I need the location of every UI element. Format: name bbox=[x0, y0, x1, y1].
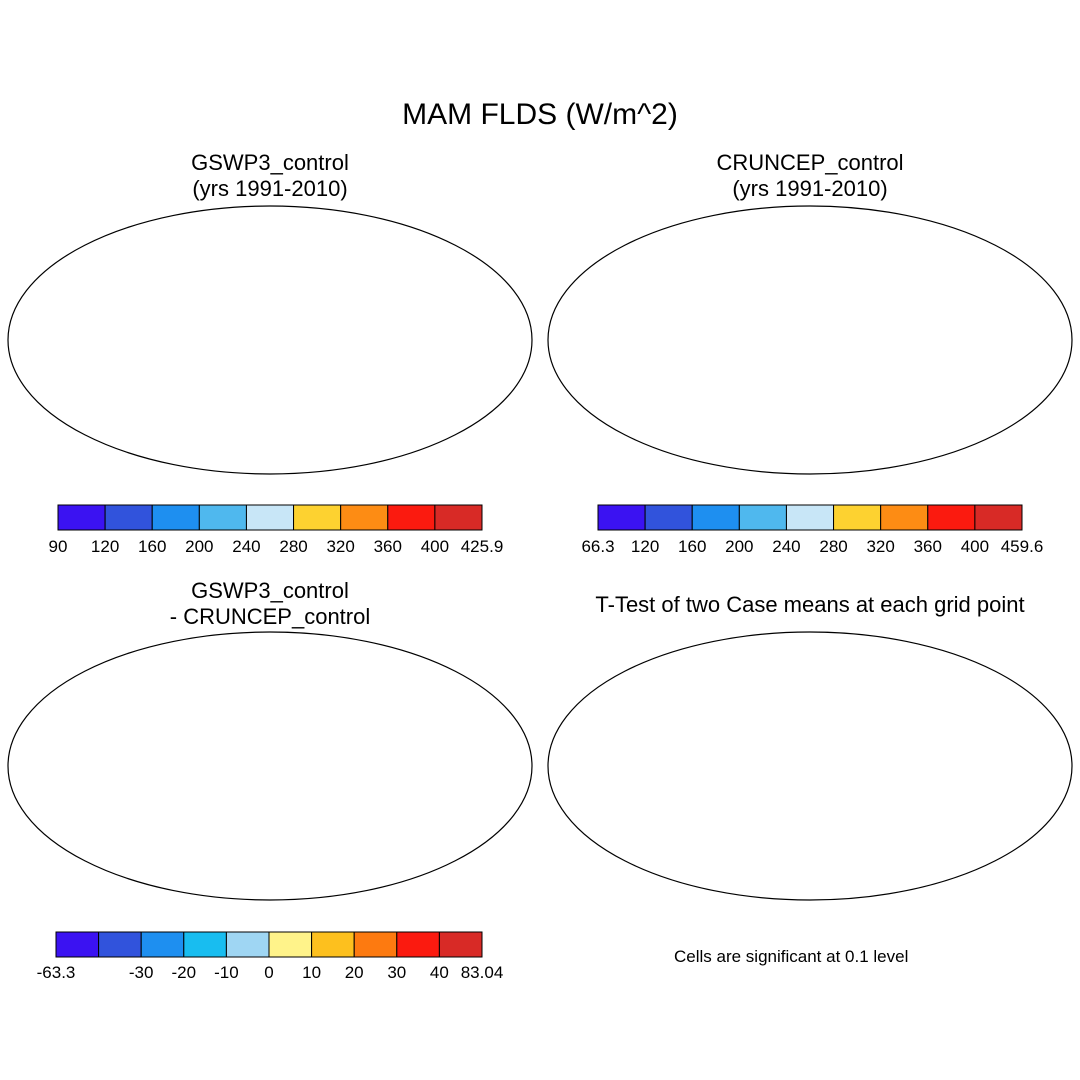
map-border bbox=[547, 631, 1073, 901]
map-gswp3 bbox=[8, 206, 532, 474]
panel-title-diff: GSWP3_control - CRUNCEP_control bbox=[70, 578, 470, 630]
colorbar-swatch bbox=[644, 504, 693, 531]
colorbar-swatch bbox=[55, 931, 100, 958]
colorbar-tick-label: 200 bbox=[725, 537, 754, 556]
panel-title-line2: (yrs 1991-2010) bbox=[192, 176, 348, 201]
colorbar-swatch bbox=[98, 931, 142, 958]
colorbar-swatch bbox=[597, 504, 646, 531]
map-diff bbox=[30, 634, 515, 900]
colorbar-tick-label: 30 bbox=[387, 963, 407, 982]
colorbar-tick-label: 400 bbox=[960, 537, 990, 556]
colorbar-tick-label: 320 bbox=[326, 537, 355, 556]
map-border bbox=[7, 631, 533, 901]
significance-note: Cells are significant at 0.1 level bbox=[674, 947, 909, 966]
colorbar-tick-label: 425.9 bbox=[460, 537, 504, 556]
colorbar-tick-label: 280 bbox=[819, 537, 848, 556]
panel-title-line2: (yrs 1991-2010) bbox=[732, 176, 888, 201]
colorbar-swatch bbox=[691, 504, 740, 531]
colorbar-swatch bbox=[268, 931, 313, 958]
colorbar-swatch bbox=[198, 504, 247, 531]
colorbar-tick-label: 240 bbox=[232, 537, 261, 556]
colorbar-tick-label: -30 bbox=[128, 963, 154, 982]
colorbar-swatch bbox=[438, 931, 483, 958]
colorbar-tick-label: 120 bbox=[630, 537, 660, 556]
colorbar-tick-label: 90 bbox=[48, 537, 68, 556]
colorbar-tick-label: 10 bbox=[302, 963, 322, 982]
colorbar-tick-label: -63.3 bbox=[36, 963, 76, 982]
colorbar-tick-label: 0 bbox=[264, 963, 274, 982]
colorbar-tick-label: 40 bbox=[429, 963, 449, 982]
panel-title-line1: T-Test of two Case means at each grid po… bbox=[595, 592, 1025, 617]
colorbar-swatch bbox=[387, 504, 436, 531]
panel-title-gswp3: GSWP3_control (yrs 1991-2010) bbox=[70, 150, 470, 202]
colorbar-tick-label: 160 bbox=[678, 537, 707, 556]
panel-title-line2: - CRUNCEP_control bbox=[169, 604, 371, 629]
colorbar-tick-label: 20 bbox=[344, 963, 364, 982]
figure-title: MAM FLDS (W/m^2) bbox=[402, 98, 678, 131]
colorbar-tick-label: 160 bbox=[138, 537, 167, 556]
colorbar-tick-label: 200 bbox=[185, 537, 214, 556]
colorbar-swatch bbox=[353, 931, 398, 958]
colorbar-tick-label: 360 bbox=[913, 537, 942, 556]
colorbar-tick-label: 66.3 bbox=[581, 537, 615, 556]
colorbar-gswp3 bbox=[57, 504, 483, 531]
colorbar-tick-label: 400 bbox=[420, 537, 450, 556]
colorbar-tick-label: -20 bbox=[171, 963, 197, 982]
colorbar-tick-label: 459.6 bbox=[1000, 537, 1044, 556]
colorbar-swatch bbox=[183, 931, 227, 958]
colorbar-cruncep bbox=[597, 504, 1023, 531]
map-ttest bbox=[570, 634, 1055, 900]
colorbar-swatch bbox=[785, 504, 835, 531]
colorbar-swatch bbox=[151, 504, 200, 531]
colorbar-tick-label: 360 bbox=[373, 537, 402, 556]
colorbar-swatch bbox=[880, 504, 929, 531]
panel-title-line1: CRUNCEP_control bbox=[716, 150, 904, 175]
colorbar-swatch bbox=[225, 931, 270, 958]
colorbar-swatch bbox=[340, 504, 389, 531]
colorbar-tick-label: 320 bbox=[866, 537, 895, 556]
colorbar-tick-label: 240 bbox=[772, 537, 801, 556]
colorbar-tick-label: -10 bbox=[214, 963, 239, 982]
panel-title-line1: GSWP3_control bbox=[191, 150, 349, 175]
colorbar-swatch bbox=[738, 504, 787, 531]
colorbar-swatch bbox=[434, 504, 483, 531]
map-cruncep bbox=[548, 206, 1072, 474]
colorbar-diff bbox=[55, 931, 483, 958]
colorbar-swatch bbox=[927, 504, 976, 531]
map-border bbox=[547, 205, 1073, 475]
panel-title-cruncep: CRUNCEP_control (yrs 1991-2010) bbox=[610, 150, 1010, 202]
colorbar-tick-label: 120 bbox=[90, 537, 120, 556]
colorbar-swatch bbox=[57, 504, 106, 531]
colorbar-swatch bbox=[293, 504, 342, 531]
colorbar-swatch bbox=[140, 931, 185, 958]
colorbar-tick-label: 83.04 bbox=[460, 963, 504, 982]
colorbar-swatch bbox=[974, 504, 1023, 531]
colorbar-swatch bbox=[104, 504, 153, 531]
colorbar-swatch bbox=[311, 931, 355, 958]
colorbar-swatch bbox=[833, 504, 882, 531]
panel-title-ttest: T-Test of two Case means at each grid po… bbox=[540, 592, 1080, 618]
colorbar-swatch bbox=[396, 931, 440, 958]
colorbar-swatch bbox=[245, 504, 295, 531]
colorbar-tick-label: 280 bbox=[279, 537, 308, 556]
map-border bbox=[7, 205, 533, 475]
panel-title-line1: GSWP3_control bbox=[191, 578, 349, 603]
